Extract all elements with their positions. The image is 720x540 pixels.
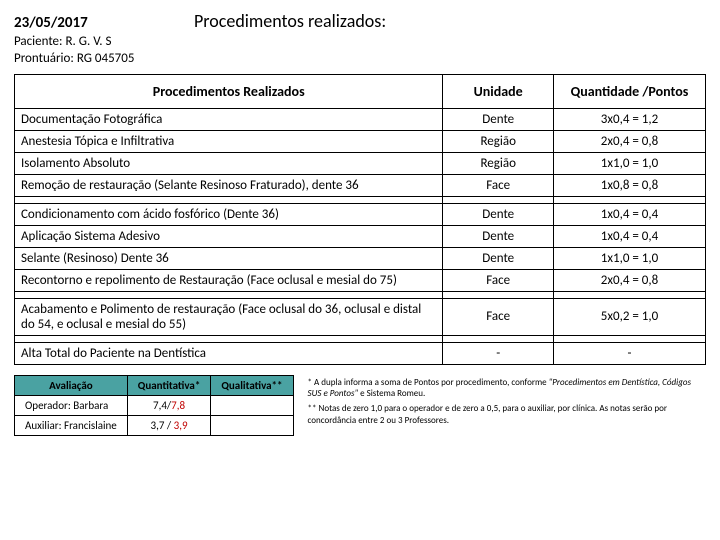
patient-info: Paciente: R. G. V. S Prontuário: RG 0457…	[14, 34, 706, 68]
eval-col-qual: Qualitativa**	[211, 375, 293, 395]
cell-procedure: Recontorno e repolimento de Restauração …	[15, 269, 443, 291]
table-row: Recontorno e repolimento de Restauração …	[15, 269, 706, 291]
date: 23/05/2017	[14, 14, 194, 32]
eval-operator-label: Operador: Barbara	[15, 395, 128, 415]
col-procedures: Procedimentos Realizados	[15, 74, 443, 108]
cell-procedure: Remoção de restauração (Selante Resinoso…	[15, 174, 443, 196]
cell-unit: Dente	[443, 203, 554, 225]
cell-unit: -	[443, 342, 554, 364]
cell-qty: 5x0,2 = 1,0	[553, 298, 705, 335]
footnote-1a: * A dupla informa a soma de Pontos por p…	[308, 377, 549, 388]
cell-qty: 3x0,4 = 1,2	[553, 108, 705, 130]
cell-unit: Dente	[443, 247, 554, 269]
cell-unit: Região	[443, 130, 554, 152]
cell-procedure: Isolamento Absoluto	[15, 152, 443, 174]
footnotes: * A dupla informa a soma de Pontos por p…	[308, 375, 706, 430]
cell-procedure: Acabamento e Polimento de restauração (F…	[15, 298, 443, 335]
cell-qty: 2x0,4 = 0,8	[553, 269, 705, 291]
table-row: Isolamento AbsolutoRegião1x1,0 = 1,0	[15, 152, 706, 174]
eval-col-av: Avaliação	[15, 375, 128, 395]
eval-operator-quant: 7,4/7,8	[127, 395, 211, 415]
cell-qty: 1x0,4 = 0,4	[553, 203, 705, 225]
cell-qty: 1x1,0 = 1,0	[553, 152, 705, 174]
patient-name: R. G. V. S	[65, 34, 111, 49]
cell-procedure: Documentação Fotográfica	[15, 108, 443, 130]
patient-label: Paciente:	[14, 34, 62, 49]
col-unit: Unidade	[443, 74, 554, 108]
cell-qty: -	[553, 342, 705, 364]
table-row: Selante (Resinoso) Dente 36Dente1x1,0 = …	[15, 247, 706, 269]
table-gap	[15, 291, 706, 298]
cell-unit: Face	[443, 298, 554, 335]
cell-qty: 1x0,4 = 0,4	[553, 225, 705, 247]
cell-unit: Face	[443, 269, 554, 291]
cell-qty: 1x0,8 = 0,8	[553, 174, 705, 196]
eval-col-quant: Quantitativa*	[127, 375, 211, 395]
cell-unit: Face	[443, 174, 554, 196]
cell-qty: 1x1,0 = 1,0	[553, 247, 705, 269]
table-row: Acabamento e Polimento de restauração (F…	[15, 298, 706, 335]
footnote-2: ** Notas de zero 1,0 para o operador e d…	[308, 403, 706, 426]
table-row: Condicionamento com ácido fosfórico (Den…	[15, 203, 706, 225]
cell-procedure: Selante (Resinoso) Dente 36	[15, 247, 443, 269]
eval-aux-label: Auxiliar: Francislaine	[15, 415, 128, 435]
footnote-1c: e Sistema Romeu.	[358, 388, 425, 399]
cell-procedure: Condicionamento com ácido fosfórico (Den…	[15, 203, 443, 225]
eval-aux-qual	[211, 415, 293, 435]
cell-qty: 2x0,4 = 0,8	[553, 130, 705, 152]
record-value: RG 045705	[77, 51, 135, 66]
table-row: Anestesia Tópica e InfiltrativaRegião2x0…	[15, 130, 706, 152]
cell-procedure: Aplicação Sistema Adesivo	[15, 225, 443, 247]
cell-procedure: Anestesia Tópica e Infiltrativa	[15, 130, 443, 152]
cell-unit: Dente	[443, 225, 554, 247]
eval-aux-quant: 3,7 / 3,9	[127, 415, 211, 435]
procedures-table: Procedimentos Realizados Unidade Quantid…	[14, 74, 706, 365]
record-label: Prontuário:	[14, 51, 74, 66]
table-row: Aplicação Sistema AdesivoDente1x0,4 = 0,…	[15, 225, 706, 247]
table-row: Alta Total do Paciente na Dentística--	[15, 342, 706, 364]
cell-procedure: Alta Total do Paciente na Dentística	[15, 342, 443, 364]
cell-unit: Região	[443, 152, 554, 174]
table-gap	[15, 196, 706, 203]
cell-unit: Dente	[443, 108, 554, 130]
eval-operator-qual	[211, 395, 293, 415]
page-title: Procedimentos realizados:	[194, 10, 386, 32]
col-qty: Quantidade /Pontos	[553, 74, 705, 108]
table-row: Documentação FotográficaDente3x0,4 = 1,2	[15, 108, 706, 130]
evaluation-table: Avaliação Quantitativa* Qualitativa** Op…	[14, 375, 294, 436]
table-gap	[15, 335, 706, 342]
table-row: Remoção de restauração (Selante Resinoso…	[15, 174, 706, 196]
